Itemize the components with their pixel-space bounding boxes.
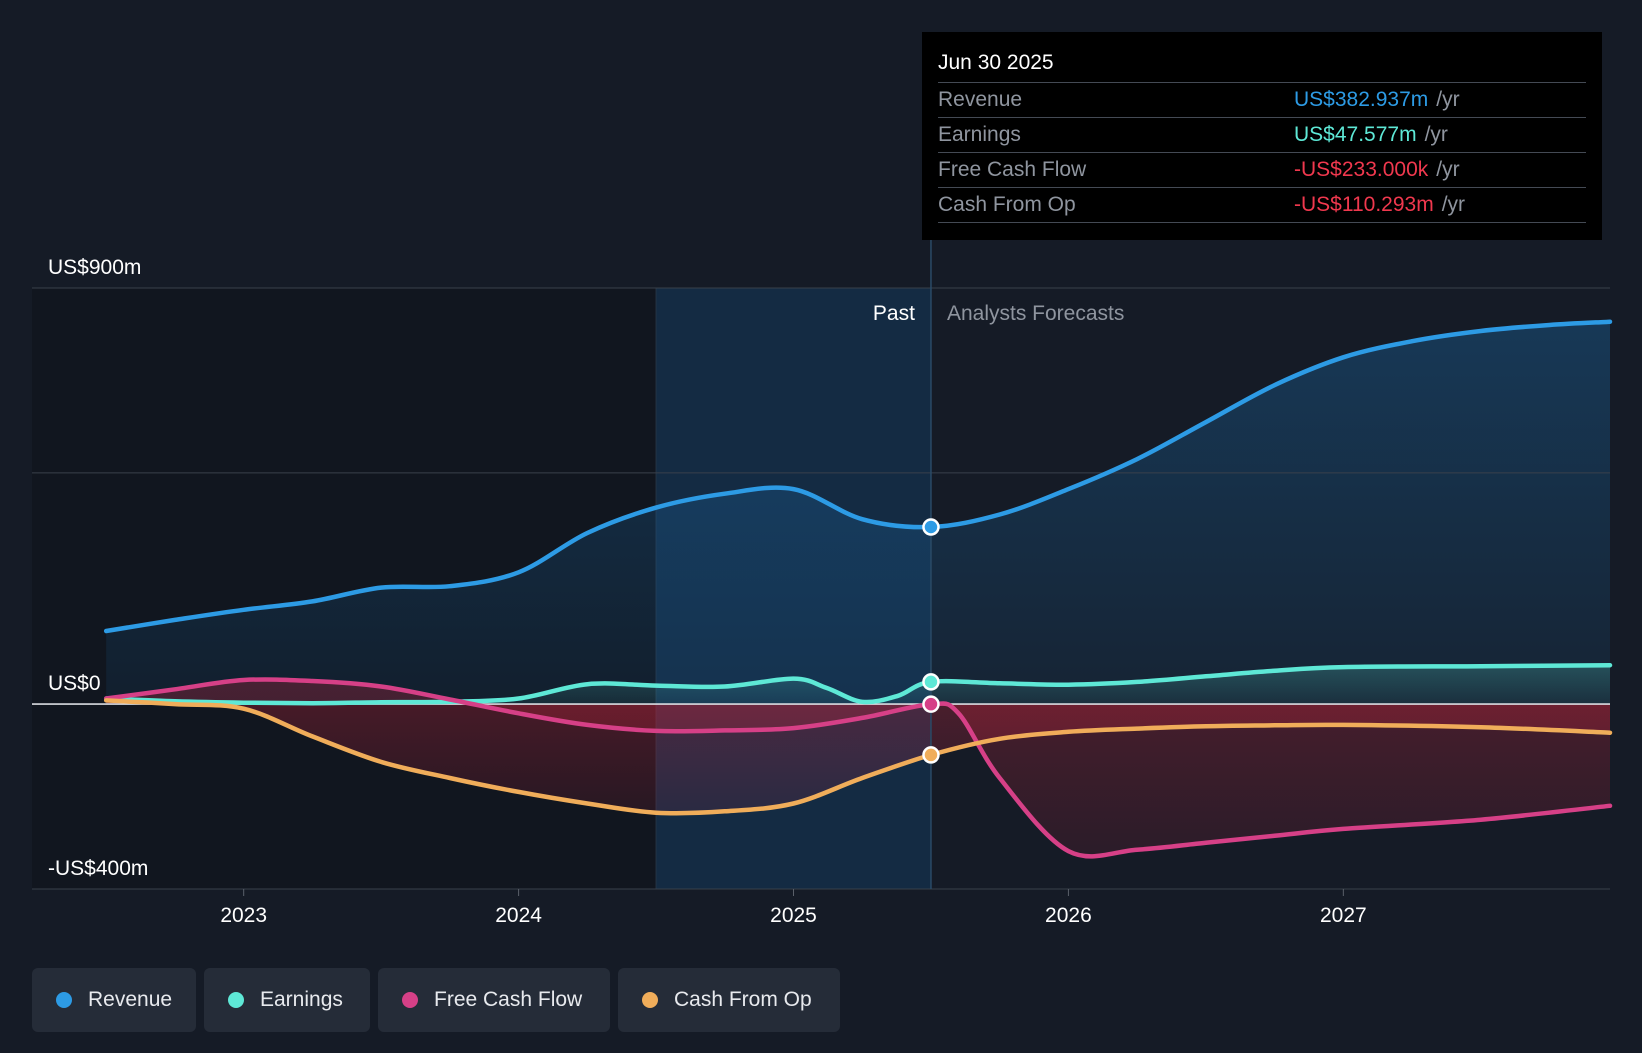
legend-label: Revenue <box>88 988 173 1011</box>
tooltip-value: US$382.937m <box>1294 88 1429 111</box>
legend-item-cash-from-op[interactable]: Cash From Op <box>618 968 840 1032</box>
hover-tooltip: Jun 30 2025 Revenue US$382.937m /yr Earn… <box>922 32 1602 240</box>
earnings-line <box>103 662 1613 706</box>
y-axis-label: US$900m <box>48 256 141 279</box>
x-axis-label: 2027 <box>1320 904 1367 927</box>
tooltip-date: Jun 30 2025 <box>938 46 1586 83</box>
free-cash-flow-dot-icon <box>402 992 418 1008</box>
x-axis-label: 2024 <box>495 904 542 927</box>
tooltip-unit: /yr <box>1424 123 1448 146</box>
tooltip-row-free-cash-flow: Free Cash Flow -US$233.000k /yr <box>938 153 1586 188</box>
tooltip-row-revenue: Revenue US$382.937m /yr <box>938 83 1586 118</box>
tooltip-value: -US$110.293m <box>1294 193 1434 216</box>
past-label: Past <box>873 302 915 325</box>
legend-item-free-cash-flow[interactable]: Free Cash Flow <box>378 968 610 1032</box>
revenue-dot-icon <box>56 992 72 1008</box>
legend-item-revenue[interactable]: Revenue <box>32 968 196 1032</box>
forecast-label: Analysts Forecasts <box>947 302 1124 325</box>
tooltip-row-earnings: Earnings US$47.577m /yr <box>938 118 1586 153</box>
x-axis-label: 2025 <box>770 904 817 927</box>
earnings-dot-icon <box>228 992 244 1008</box>
tooltip-unit: /yr <box>1436 158 1460 181</box>
tooltip-label: Earnings <box>938 123 1021 146</box>
x-axis-label: 2026 <box>1045 904 1092 927</box>
tooltip-unit: /yr <box>1441 193 1466 216</box>
y-axis-label: -US$400m <box>48 857 148 880</box>
free-cash-flow-marker <box>922 695 940 713</box>
cash-from-op-line <box>103 698 1613 816</box>
revenue-line <box>103 319 1613 634</box>
tooltip-row-cash-from-op: Cash From Op -US$110.293m /yr <box>938 188 1586 223</box>
tooltip-value: US$47.577m <box>1294 123 1417 146</box>
cash-from-op-marker <box>922 746 940 764</box>
cash-from-op-dot-icon <box>642 992 658 1008</box>
legend-label: Free Cash Flow <box>434 988 583 1011</box>
cash-from-op-area <box>106 700 1611 814</box>
legend-label: Cash From Op <box>674 988 812 1011</box>
x-axis-label: 2023 <box>220 904 267 927</box>
legend-item-earnings[interactable]: Earnings <box>204 968 370 1032</box>
y-axis-label: US$0 <box>48 672 101 695</box>
tooltip-unit: /yr <box>1436 88 1460 111</box>
earnings-marker <box>922 673 940 691</box>
legend-label: Earnings <box>260 988 343 1011</box>
revenue-marker <box>922 518 940 536</box>
revenue-area <box>106 321 1611 705</box>
tooltip-label: Revenue <box>938 88 1023 111</box>
tooltip-value: -US$233.000k <box>1294 158 1429 181</box>
tooltip-label: Cash From Op <box>938 193 1076 216</box>
tooltip-label: Free Cash Flow <box>938 158 1087 181</box>
free-cash-flow-line <box>103 677 1613 859</box>
